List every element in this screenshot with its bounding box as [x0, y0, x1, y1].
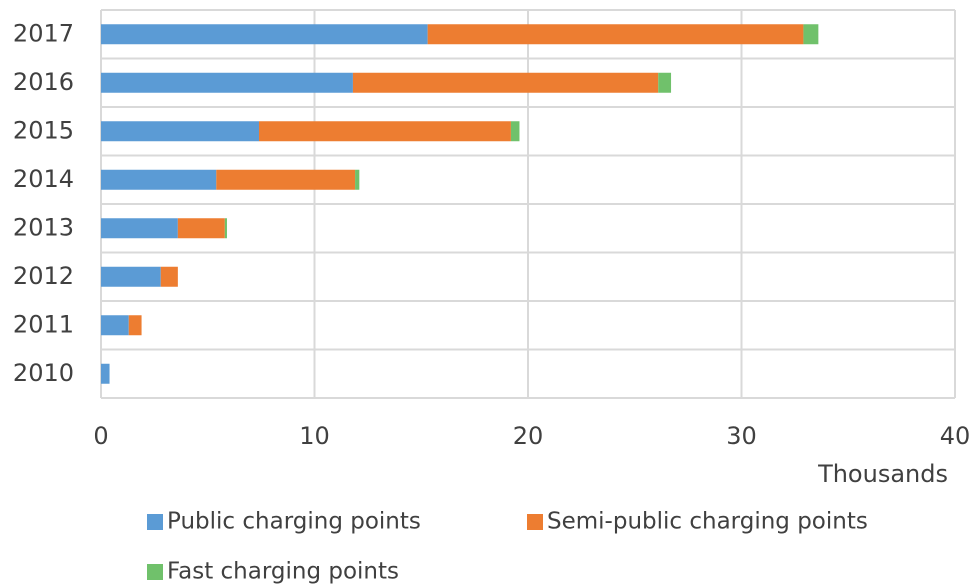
bar-segment — [101, 218, 178, 239]
legend-swatch — [147, 564, 163, 580]
bar-segment — [177, 218, 225, 239]
legend-label: Fast charging points — [167, 559, 399, 585]
bar-segment — [224, 218, 227, 239]
x-tick-label: 0 — [93, 422, 108, 450]
y-tick-label: 2011 — [13, 310, 74, 338]
legend-label: Semi-public charging points — [547, 509, 868, 535]
legend-swatch — [147, 514, 163, 530]
bar-segment — [427, 24, 804, 45]
bar-segment — [803, 24, 819, 45]
bar-segment — [355, 169, 360, 190]
bar-segment — [128, 315, 142, 336]
legend-swatch — [527, 514, 543, 530]
y-tick-label: 2012 — [13, 262, 74, 290]
bar-segment — [101, 266, 161, 287]
y-tick-label: 2013 — [13, 213, 74, 241]
bar-segment — [101, 169, 217, 190]
x-axis-label: Thousands — [817, 460, 948, 488]
y-tick-label: 2016 — [13, 68, 74, 96]
bar-segment — [101, 121, 259, 142]
y-tick-label: 2017 — [13, 19, 74, 47]
bar-segment — [658, 72, 672, 93]
y-tick-label: 2014 — [13, 165, 74, 193]
y-tick-label: 2010 — [13, 359, 74, 387]
bar-segment — [101, 24, 428, 45]
bar-segment — [258, 121, 511, 142]
bar-segment — [101, 72, 353, 93]
bar-segment — [216, 169, 356, 190]
x-tick-label: 10 — [299, 422, 330, 450]
bar-segment — [101, 363, 110, 384]
bar-segment — [160, 266, 178, 287]
bar-segment — [352, 72, 659, 93]
bar-segment — [510, 121, 520, 142]
x-tick-label: 40 — [940, 422, 971, 450]
y-tick-label: 2015 — [13, 116, 74, 144]
x-tick-label: 30 — [726, 422, 757, 450]
legend-label: Public charging points — [167, 509, 421, 535]
x-tick-label: 20 — [513, 422, 544, 450]
bar-segment — [101, 315, 129, 336]
